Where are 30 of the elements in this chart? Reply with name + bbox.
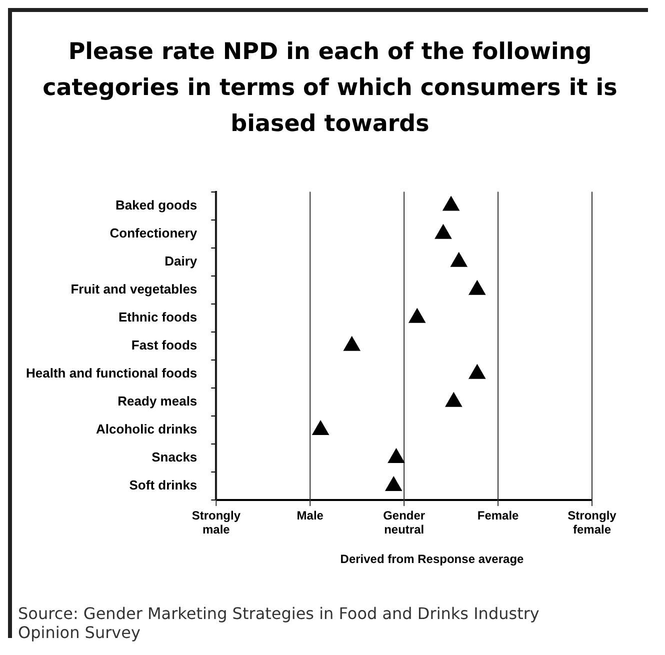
point: [385, 476, 402, 491]
y-tick-label: Fast foods: [131, 337, 198, 352]
point: [408, 308, 426, 323]
ref-line-label: Strongly male: [192, 508, 241, 536]
chart-title: Please rate NPD in each of the following categories in terms of which consumers it is biased towards: [42, 38, 618, 139]
y-tick-label: Ready meals: [118, 394, 198, 409]
point: [344, 336, 360, 351]
point: [388, 448, 405, 463]
y-tick-label: Confectionery: [110, 225, 198, 240]
y-tick-label: Soft drinks: [129, 478, 198, 493]
source-note: Source: Gender Marketing Strategies in Food and Drinks Industry Opinion Survey: [18, 604, 540, 642]
ref-line-label: Gender neutral: [383, 508, 426, 536]
y-tick-label: Snacks: [152, 450, 198, 465]
point: [442, 196, 460, 211]
point: [450, 252, 468, 267]
ref-line-label: Strongly female: [568, 508, 617, 536]
point: [468, 364, 486, 379]
y-tick-label: Baked goods: [116, 197, 198, 212]
y-tick-label: Dairy: [164, 253, 198, 268]
ref-line-label: Male: [296, 508, 324, 522]
x-axis-title: Derived from Response average: [339, 552, 525, 566]
ref-line-label: Female: [477, 508, 520, 522]
y-tick-label: Fruit and vegetables: [70, 281, 198, 296]
point: [468, 280, 486, 295]
y-tick-label: Ethnic foods: [118, 309, 198, 324]
point: [445, 392, 462, 407]
point: [434, 224, 452, 239]
y-tick-label: Health and functional foods: [26, 365, 198, 380]
y-tick-label: Alcoholic drinks: [96, 422, 198, 437]
point: [312, 420, 329, 435]
